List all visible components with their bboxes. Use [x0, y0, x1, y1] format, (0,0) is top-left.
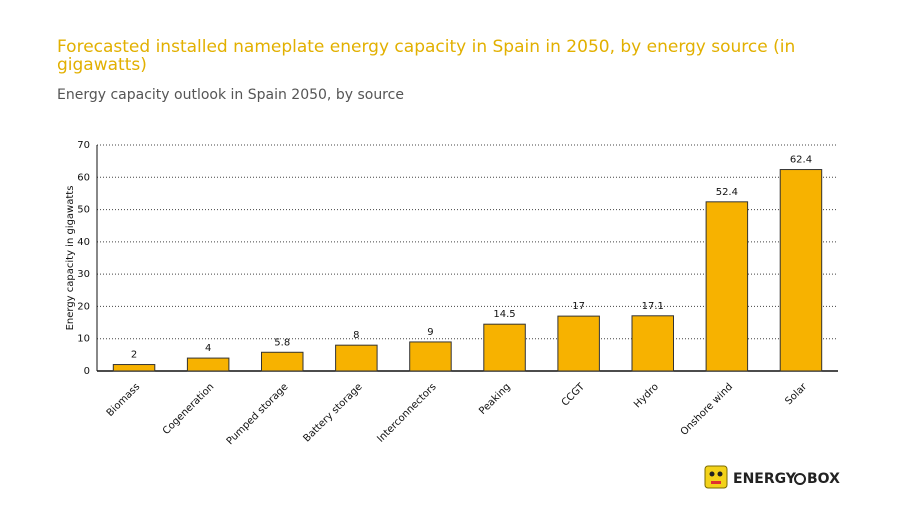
logo-icon	[704, 465, 728, 489]
value-label: 14.5	[493, 309, 515, 320]
x-tick-label: Pumped storage	[225, 381, 291, 447]
bar	[261, 351, 304, 372]
value-label: 4	[205, 343, 211, 354]
y-tick-label: 20	[77, 301, 90, 312]
y-tick-label: 70	[77, 140, 90, 151]
x-tick-label: Hydro	[632, 381, 661, 410]
x-tick-label: Peaking	[477, 381, 513, 417]
y-tick-label: 60	[77, 172, 90, 183]
x-tick-label: Cogeneration	[161, 381, 217, 437]
bar	[557, 315, 600, 372]
x-tick-label: Interconnectors	[375, 381, 438, 444]
chart-subtitle: Energy capacity outlook in Spain 2050, b…	[57, 87, 404, 103]
bar	[705, 201, 749, 372]
logo-text: ENERGY	[733, 471, 797, 487]
logo-mouth	[711, 481, 721, 484]
value-label: 62.4	[790, 155, 812, 166]
value-label: 17	[572, 301, 585, 312]
value-label: 52.4	[716, 187, 738, 198]
bar	[186, 357, 230, 372]
value-label: 2	[131, 350, 137, 361]
y-axis-label: Energy capacity in gigawatts	[65, 186, 76, 331]
y-tick-label: 10	[77, 334, 90, 345]
bar	[779, 169, 823, 372]
logo-text: BOX	[807, 471, 840, 487]
value-label: 5.8	[274, 337, 290, 348]
x-tick-label: CCGT	[560, 381, 588, 409]
bar	[409, 341, 452, 372]
x-tick-label: Solar	[783, 381, 809, 407]
bar	[631, 315, 674, 372]
y-tick-label: 0	[84, 366, 90, 377]
y-tick-label: 50	[77, 205, 90, 216]
logo: ENERGY BOX	[704, 465, 840, 489]
value-label: 9	[427, 327, 433, 338]
x-tick-label: Battery storage	[302, 381, 365, 444]
x-tick-label: Onshore wind	[679, 381, 735, 437]
value-label: 8	[353, 330, 359, 341]
logo-eye	[717, 471, 723, 477]
x-tick-label: Biomass	[105, 381, 143, 419]
y-tick-label: 30	[77, 269, 90, 280]
logo-eye	[709, 471, 715, 477]
bar	[335, 344, 378, 372]
y-tick-label: 40	[77, 237, 90, 248]
logo-o	[794, 473, 806, 485]
chart-title: Forecasted installed nameplate energy ca…	[57, 37, 796, 75]
bar	[483, 323, 526, 372]
value-label: 17.1	[642, 301, 664, 312]
bar	[112, 364, 156, 372]
